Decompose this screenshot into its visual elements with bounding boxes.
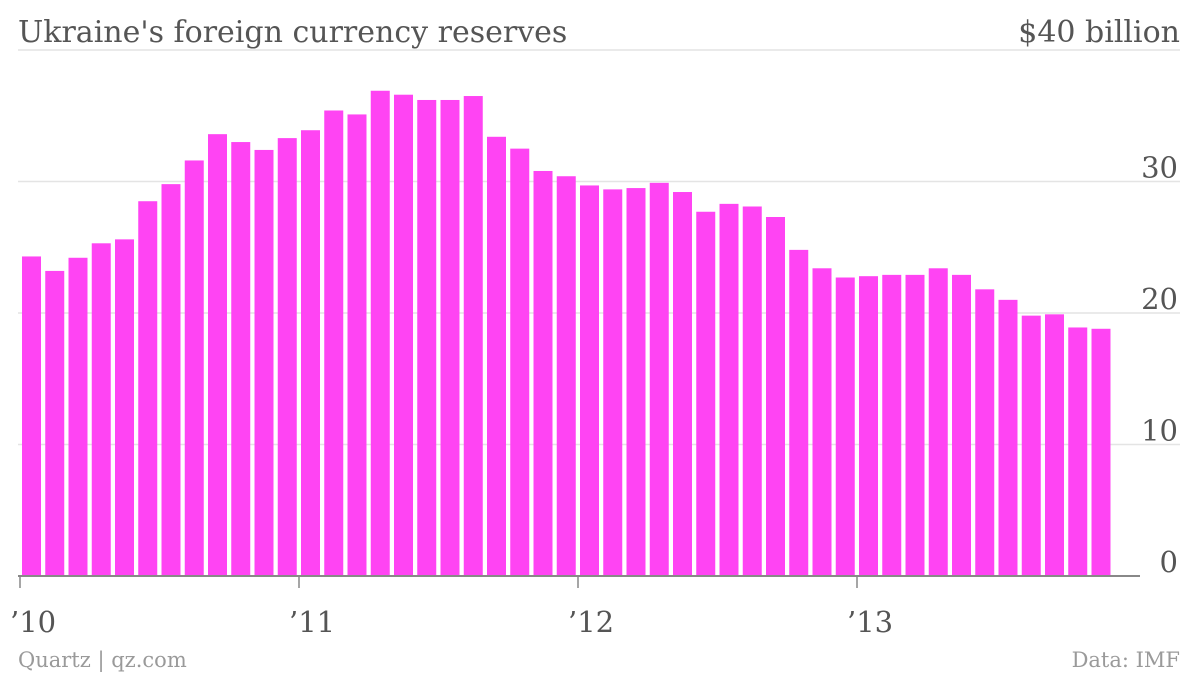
chart-title: Ukraine's foreign currency reserves (18, 15, 567, 50)
x-tick-label: ’12 (568, 605, 614, 639)
bar (859, 276, 878, 576)
bar (487, 136, 506, 577)
bar (394, 94, 413, 577)
bar (1045, 314, 1064, 576)
bar (952, 274, 971, 576)
bar (1091, 328, 1111, 576)
bar (696, 211, 716, 576)
bar (208, 134, 227, 576)
bar (231, 142, 251, 577)
bar (68, 257, 88, 576)
bar (301, 130, 320, 576)
bar (370, 90, 390, 576)
bar (138, 201, 158, 576)
bar (603, 189, 623, 576)
source-text: Data: IMF (1072, 648, 1180, 672)
bar (184, 160, 204, 576)
bar (277, 138, 297, 577)
bar (91, 243, 111, 577)
bar (533, 170, 553, 577)
bar (882, 274, 902, 576)
bars (22, 90, 1111, 577)
x-tick-label: ’10 (10, 605, 56, 639)
bar (254, 149, 274, 576)
bar (580, 185, 599, 576)
y-tick-label: 30 (1141, 151, 1178, 185)
bar (115, 239, 134, 577)
bar (649, 182, 669, 576)
y-tick-label: 0 (1160, 545, 1178, 579)
bar (928, 268, 948, 576)
bar (719, 203, 739, 577)
bar (998, 299, 1018, 576)
bar (1068, 327, 1088, 576)
x-tick-label: ’13 (847, 605, 893, 639)
bar (766, 217, 785, 576)
bar (510, 148, 530, 577)
bar (626, 188, 646, 576)
axes: 0 10 20 30 ’10 ’11 ’12 ’13 (10, 151, 1178, 640)
y-tick-label: 10 (1141, 414, 1178, 448)
bar (45, 270, 65, 576)
bar (742, 206, 762, 577)
bar (463, 96, 483, 576)
credit-text: Quartz | qz.com (18, 648, 187, 673)
y-axis-unit-label: $40 billion (1018, 15, 1180, 50)
bar (975, 289, 995, 576)
bar (440, 99, 460, 576)
x-tick-label: ’11 (289, 605, 335, 639)
bar (161, 184, 181, 576)
bar (417, 99, 437, 576)
bar (905, 274, 925, 576)
y-tick-label: 20 (1141, 282, 1178, 316)
bar (22, 256, 41, 576)
bar (789, 249, 809, 576)
bar (556, 176, 576, 577)
bar (347, 114, 367, 577)
bar (1021, 315, 1041, 576)
bar (324, 110, 344, 577)
bar (835, 277, 855, 576)
bar (812, 268, 832, 576)
bar (673, 192, 692, 576)
